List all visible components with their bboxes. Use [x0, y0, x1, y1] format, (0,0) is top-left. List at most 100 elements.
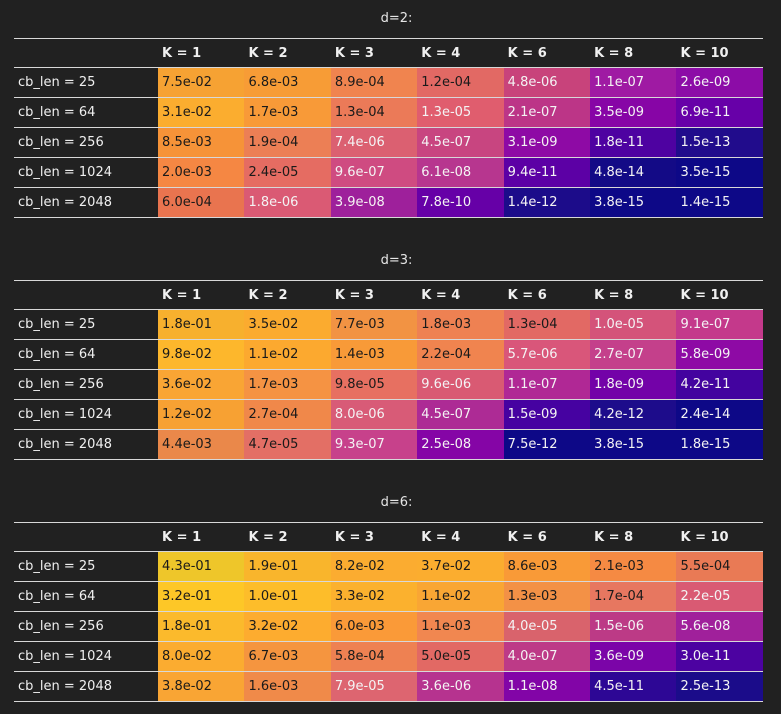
column-header: K = 10: [676, 280, 763, 310]
value-cell: 3.1e-09: [503, 127, 591, 158]
value-cell: 9.4e-11: [503, 157, 591, 188]
value-cell: 3.6e-09: [590, 641, 677, 672]
value-cell: 1.9e-04: [244, 127, 331, 158]
column-header: K = 4: [417, 522, 504, 552]
row-label: cb_len = 256: [14, 369, 159, 400]
value-cell: 2.7e-07: [590, 339, 677, 370]
value-cell: 3.6e-06: [417, 671, 504, 702]
value-cell: 3.2e-02: [244, 611, 331, 642]
value-cell: 1.7e-04: [590, 581, 677, 612]
value-cell: 8.9e-04: [330, 67, 418, 98]
value-cell: 1.4e-03: [330, 339, 418, 370]
table-caption: d=3:: [380, 253, 413, 268]
value-cell: 9.6e-06: [417, 369, 504, 400]
table-caption: d=2:: [380, 11, 413, 26]
table-row: cb_len = 1024 8.0e-02 6.7e-03 5.8e-04 5.0e-0…: [14, 641, 763, 672]
value-cell: 6.8e-03: [244, 67, 331, 98]
row-label: cb_len = 64: [14, 581, 159, 612]
value-cell: 2.6e-09: [676, 67, 763, 98]
value-cell: 6.7e-03: [244, 641, 331, 672]
value-cell: 9.1e-07: [676, 309, 763, 340]
value-cell: 9.6e-07: [330, 157, 418, 188]
row-label: cb_len = 1024: [14, 157, 159, 188]
value-cell: 1.0e-05: [590, 309, 677, 340]
value-cell: 3.8e-15: [590, 187, 677, 218]
value-cell: 8.0e-02: [158, 641, 245, 672]
table-row: cb_len = 25 1.8e-01 3.5e-02 7.7e-03 1.8e-03 1…: [14, 309, 763, 340]
column-header: K = 6: [503, 38, 591, 68]
column-header: K = 8: [590, 522, 677, 552]
value-cell: 7.8e-10: [417, 187, 504, 218]
value-cell: 1.5e-06: [590, 611, 677, 642]
value-cell: 1.1e-07: [503, 369, 591, 400]
value-cell: 6.0e-03: [330, 611, 418, 642]
value-cell: 4.8e-06: [503, 67, 591, 98]
table-row: cb_len = 25 4.3e-01 1.9e-01 8.2e-02 3.7e-02 8…: [14, 551, 763, 582]
value-cell: 8.6e-03: [503, 551, 591, 582]
column-header: K = 4: [417, 38, 504, 68]
value-cell: 5.6e-08: [676, 611, 763, 642]
value-cell: 1.1e-08: [503, 671, 591, 702]
value-cell: 3.8e-02: [158, 671, 245, 702]
value-cell: 2.5e-13: [676, 671, 763, 702]
value-cell: 6.9e-11: [676, 97, 763, 128]
row-label: cb_len = 2048: [14, 671, 159, 702]
value-cell: 2.4e-05: [244, 157, 331, 188]
value-cell: 4.2e-11: [676, 369, 763, 400]
value-cell: 2.0e-03: [158, 157, 245, 188]
row-label: cb_len = 2048: [14, 187, 159, 218]
value-cell: 3.3e-02: [330, 581, 418, 612]
value-cell: 1.0e-01: [244, 581, 331, 612]
value-cell: 1.8e-15: [676, 429, 763, 460]
value-cell: 5.5e-04: [676, 551, 763, 582]
table-row: cb_len = 64 3.1e-02 1.7e-03 1.3e-04 1.3e-05 2…: [14, 97, 763, 128]
value-cell: 4.7e-05: [244, 429, 331, 460]
table-row: cb_len = 64 3.2e-01 1.0e-01 3.3e-02 1.1e-02 1…: [14, 581, 763, 612]
table-row: cb_len = 1024 2.0e-03 2.4e-05 9.6e-07 6.1e-0…: [14, 157, 763, 188]
table-row: cb_len = 1024 1.2e-02 2.7e-04 8.0e-06 4.5e-0…: [14, 399, 763, 430]
value-cell: 1.7e-03: [244, 369, 331, 400]
value-cell: 3.5e-02: [244, 309, 331, 340]
value-cell: 1.4e-15: [676, 187, 763, 218]
column-header: K = 4: [417, 280, 504, 310]
value-cell: 2.2e-05: [676, 581, 763, 612]
value-cell: 7.7e-03: [330, 309, 418, 340]
value-cell: 4.2e-12: [590, 399, 677, 430]
value-cell: 5.0e-05: [417, 641, 504, 672]
table-caption: d=6:: [380, 495, 413, 510]
value-cell: 3.2e-01: [158, 581, 245, 612]
column-header: K = 2: [244, 522, 331, 552]
value-cell: 1.3e-04: [330, 97, 418, 128]
value-cell: 2.1e-07: [503, 97, 591, 128]
value-cell: 7.5e-12: [503, 429, 591, 460]
value-cell: 4.5e-07: [417, 399, 504, 430]
value-cell: 3.1e-02: [158, 97, 245, 128]
table-row: cb_len = 2048 6.0e-04 1.8e-06 3.9e-08 7.8e-1…: [14, 187, 763, 218]
value-cell: 2.7e-04: [244, 399, 331, 430]
value-cell: 3.5e-09: [590, 97, 677, 128]
value-cell: 8.0e-06: [330, 399, 418, 430]
value-cell: 9.8e-05: [330, 369, 418, 400]
row-label: cb_len = 256: [14, 611, 159, 642]
table-row: cb_len = 256 1.8e-01 3.2e-02 6.0e-03 1.1e-03…: [14, 611, 763, 642]
value-cell: 1.5e-09: [503, 399, 591, 430]
value-cell: 9.3e-07: [330, 429, 418, 460]
value-cell: 4.5e-07: [417, 127, 504, 158]
column-header: K = 6: [503, 280, 591, 310]
value-cell: 3.7e-02: [417, 551, 504, 582]
value-cell: 1.2e-02: [158, 399, 245, 430]
value-cell: 1.3e-05: [417, 97, 504, 128]
column-header: K = 1: [158, 522, 245, 552]
row-label: cb_len = 256: [14, 127, 159, 158]
row-label: cb_len = 2048: [14, 429, 159, 460]
value-cell: 1.8e-09: [590, 369, 677, 400]
